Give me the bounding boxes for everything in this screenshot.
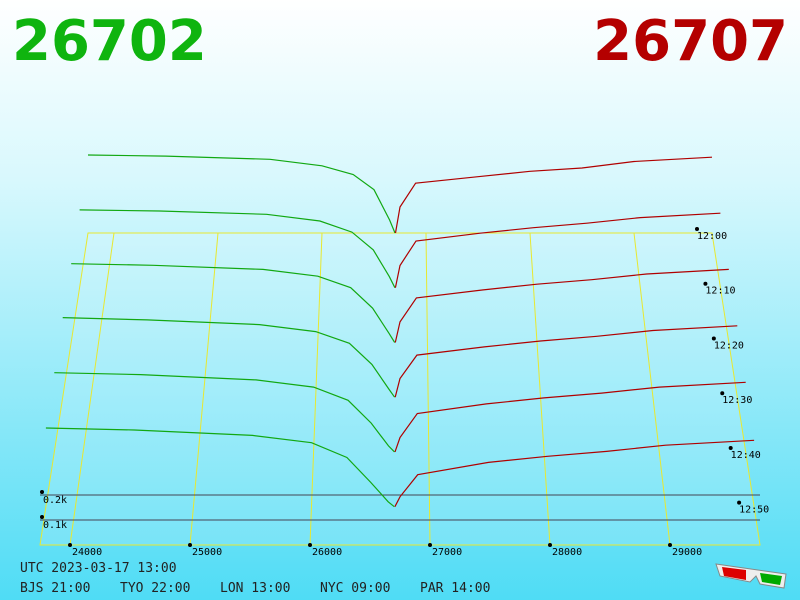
x-tick-mark — [548, 543, 552, 547]
depth-line — [394, 156, 713, 234]
depth-line — [394, 381, 746, 453]
y-tick-label: 0.1k — [43, 520, 67, 531]
t-tick-mark — [703, 281, 708, 286]
ask-price: 26707 — [593, 9, 788, 74]
depth-line — [394, 439, 755, 507]
clock: PAR 14:00 — [420, 581, 490, 596]
x-tick-mark — [308, 543, 312, 547]
clock: BJS 21:00 — [20, 581, 90, 596]
depth-line — [394, 325, 738, 398]
utc-time: UTC 2023-03-17 13:00 — [20, 561, 177, 576]
x-tick-mark — [68, 543, 72, 547]
x-grid-line — [189, 232, 219, 546]
x-grid-line — [425, 232, 431, 546]
y-tick-label: 0.2k — [43, 495, 67, 506]
t-tick-label: 12:40 — [731, 450, 761, 461]
clock: NYC 09:00 — [320, 581, 390, 596]
t-tick-mark — [720, 391, 725, 396]
x-tick-label: 29000 — [672, 547, 702, 558]
clocks: BJS 21:00 TYO 22:00 LON 13:00 NYC 09:00 PAR … — [20, 581, 490, 596]
depth-line — [394, 268, 729, 343]
x-grid-line — [69, 232, 115, 546]
t-tick-label: 12:30 — [722, 395, 752, 406]
x-tick-label: 24000 — [72, 547, 102, 558]
plot: 24000 25000 26000 27000 28000 29000 0.1k 0.2k 12… — [39, 154, 769, 558]
t-tick-mark — [695, 227, 699, 231]
t-tick-label: 12:50 — [739, 505, 769, 516]
clock: LON 13:00 — [220, 581, 290, 596]
t-tick-mark — [728, 445, 733, 450]
depth-line — [45, 427, 395, 508]
depth-line — [87, 154, 396, 234]
x-tick-label: 27000 — [432, 547, 462, 558]
t-tick-label: 12:00 — [697, 231, 727, 242]
depth-line — [54, 372, 395, 453]
depth-line — [394, 212, 721, 288]
clock: TYO 22:00 — [120, 581, 190, 596]
floor — [39, 232, 761, 546]
t-tick-label: 12:10 — [705, 286, 735, 297]
x-tick-label: 25000 — [192, 547, 222, 558]
y-tick-mark — [40, 515, 44, 519]
bid-price: 26702 — [12, 9, 207, 74]
x-tick-label: 26000 — [312, 547, 342, 558]
x-tick-label: 28000 — [552, 547, 582, 558]
t-tick-mark — [737, 500, 742, 505]
y-tick-mark — [40, 490, 44, 494]
t-tick-label: 12:20 — [714, 340, 744, 351]
3d-glasses-icon — [715, 563, 787, 589]
x-grid-line — [309, 232, 323, 546]
x-tick-mark — [188, 543, 192, 547]
depth-line — [62, 317, 396, 398]
depth-line — [71, 263, 396, 343]
x-tick-mark — [428, 543, 432, 547]
x-tick-mark — [668, 543, 672, 547]
depth-line — [79, 209, 396, 288]
x-grid-line — [633, 232, 671, 546]
t-tick-mark — [711, 336, 716, 341]
